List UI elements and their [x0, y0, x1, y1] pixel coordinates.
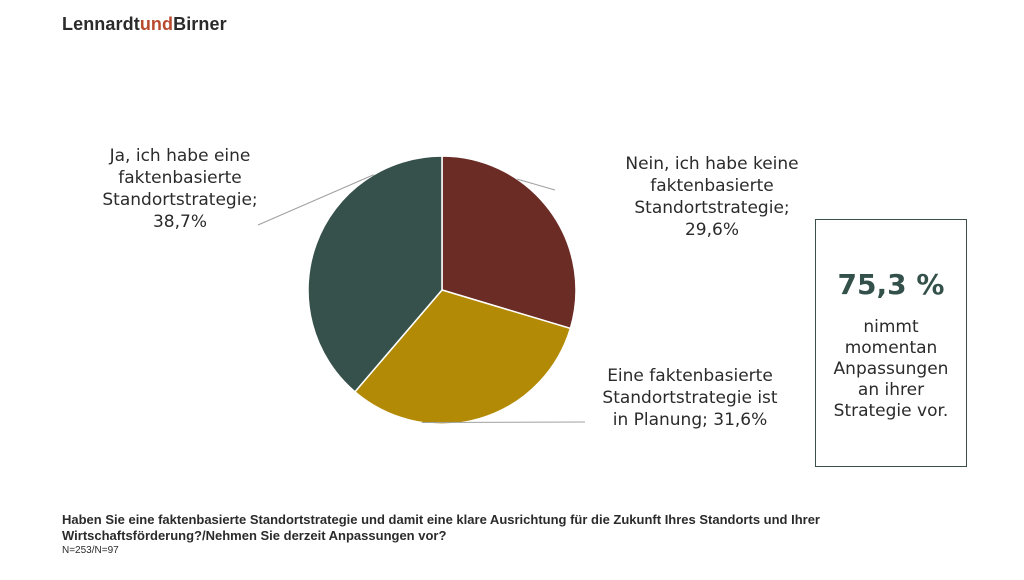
- brand-logo-part2: und: [139, 14, 174, 34]
- slice-label-nein: Nein, ich habe keine faktenbasierte Stan…: [625, 154, 799, 240]
- survey-question: Haben Sie eine faktenbasierte Standortst…: [62, 512, 820, 543]
- leader-line: [517, 178, 556, 191]
- pie-slice-nein: [441, 155, 577, 330]
- slice-label-ja: Ja, ich habe eine faktenbasierte Standor…: [102, 146, 258, 232]
- brand-logo: LennardtundBirner: [62, 14, 227, 35]
- kpi-box: 75,3 % nimmt momentan Anpassungen an ihr…: [815, 219, 967, 467]
- pie-slice-planung: [353, 289, 572, 425]
- pie-slice-ja: [307, 155, 443, 393]
- slice-label-planung: Eine faktenbasierte Standortstrategie is…: [602, 366, 778, 430]
- leader-line: [257, 174, 374, 226]
- kpi-value: 75,3 %: [837, 268, 945, 301]
- sample-size: N=253/N=97: [62, 545, 119, 556]
- brand-logo-part3: Birner: [173, 14, 227, 34]
- brand-logo-part1: Lennardt: [62, 14, 140, 34]
- kpi-text: nimmt momentan Anpassungen an ihrer Stra…: [833, 317, 949, 421]
